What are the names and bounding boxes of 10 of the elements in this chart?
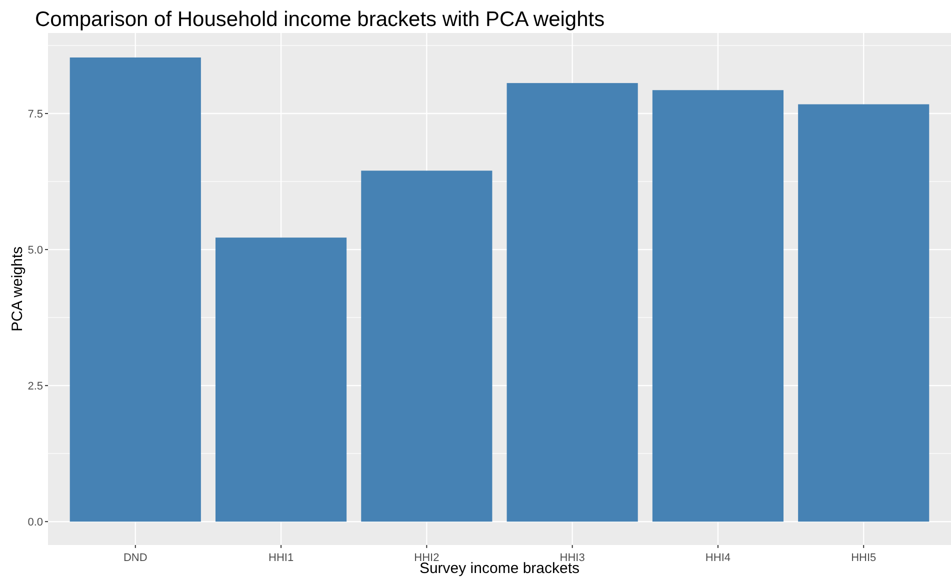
y-tick-label: 5.0 bbox=[28, 244, 43, 256]
y-tick-label: 0.0 bbox=[28, 516, 43, 528]
x-tick-label: HHI4 bbox=[705, 552, 730, 564]
y-tick-label: 2.5 bbox=[28, 380, 43, 392]
x-tick-label: HHI5 bbox=[851, 552, 876, 564]
y-axis-title: PCA weights bbox=[9, 246, 26, 332]
x-tick-label: HHI1 bbox=[268, 552, 294, 564]
y-tick-label: 7.5 bbox=[28, 108, 43, 120]
chart-title: Comparison of Household income brackets with PCA weights bbox=[35, 8, 605, 31]
x-tick-label: DND bbox=[123, 552, 148, 564]
